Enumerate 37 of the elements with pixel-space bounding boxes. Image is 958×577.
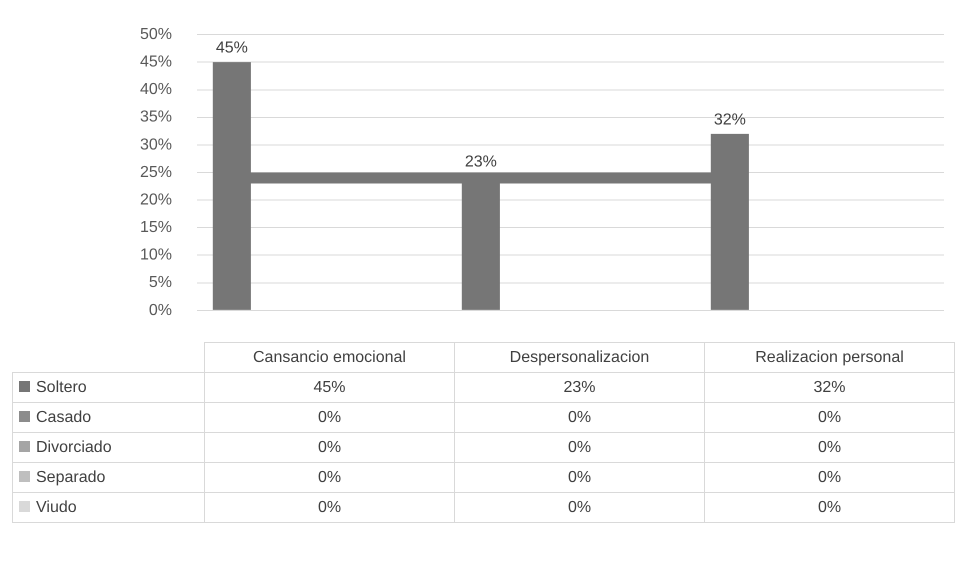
y-tick-label: 10% — [140, 246, 172, 264]
data-label: 0% — [454, 432, 704, 462]
legend-label: Viudo — [12, 492, 204, 522]
data-label: 0% — [204, 402, 454, 432]
data-label: 0% — [204, 492, 454, 522]
y-tick-label: 30% — [140, 136, 172, 154]
y-tick-label: 35% — [140, 108, 172, 126]
data-label: 0% — [704, 432, 954, 462]
data-label: 0% — [204, 462, 454, 492]
y-tick-label: 50% — [140, 26, 172, 44]
data-label: 0% — [454, 462, 704, 492]
text: 32% — [714, 111, 746, 128]
data-label: 0% — [204, 432, 454, 462]
data-label: 0% — [454, 492, 704, 522]
data-label: 0% — [704, 402, 954, 432]
y-tick-label: 15% — [140, 219, 172, 236]
y-tick-label: 45% — [140, 54, 172, 71]
text: 45% — [216, 40, 248, 57]
y-tick-label: 0% — [148, 302, 172, 319]
legend-label: Casado — [12, 402, 204, 432]
text: 23% — [464, 153, 497, 170]
x-tick-label: Despersonalizacion — [454, 342, 704, 372]
x-tick-label: Realizacion personal — [704, 342, 954, 372]
data-label: 32% — [704, 372, 954, 402]
y-tick-label: 20% — [140, 191, 172, 208]
data-label: 0% — [454, 402, 704, 432]
y-tick-label: 40% — [140, 81, 172, 98]
data-label: 0% — [704, 462, 954, 492]
legend-label: Separado — [12, 462, 204, 492]
legend-label: Soltero — [12, 372, 204, 402]
legend-label: Divorciado — [12, 432, 204, 462]
y-tick-label: 5% — [148, 274, 172, 292]
data-label: 0% — [704, 492, 954, 522]
data-label: 23% — [454, 372, 704, 402]
y-tick-label: 25% — [140, 164, 172, 181]
x-tick-label: Cansancio emocional — [204, 342, 454, 372]
data-label: 45% — [204, 372, 454, 402]
